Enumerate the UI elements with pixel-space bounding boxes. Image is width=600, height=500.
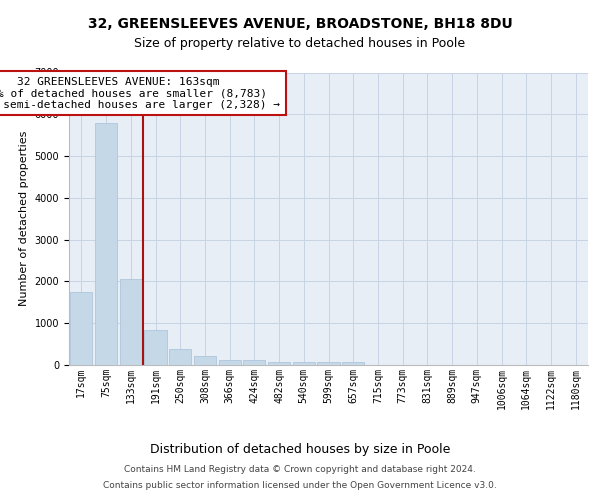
Bar bbox=[342, 362, 364, 365]
Bar bbox=[169, 349, 191, 365]
Bar bbox=[70, 292, 92, 365]
Bar bbox=[119, 279, 142, 365]
Bar bbox=[95, 124, 117, 365]
Bar bbox=[145, 330, 167, 365]
Text: Contains public sector information licensed under the Open Government Licence v3: Contains public sector information licen… bbox=[103, 480, 497, 490]
Text: Contains HM Land Registry data © Crown copyright and database right 2024.: Contains HM Land Registry data © Crown c… bbox=[124, 466, 476, 474]
Bar bbox=[293, 362, 315, 365]
Bar bbox=[218, 360, 241, 365]
Text: 32, GREENSLEEVES AVENUE, BROADSTONE, BH18 8DU: 32, GREENSLEEVES AVENUE, BROADSTONE, BH1… bbox=[88, 18, 512, 32]
Text: Size of property relative to detached houses in Poole: Size of property relative to detached ho… bbox=[134, 38, 466, 51]
Text: 32 GREENSLEEVES AVENUE: 163sqm
← 79% of detached houses are smaller (8,783)
21% : 32 GREENSLEEVES AVENUE: 163sqm ← 79% of … bbox=[0, 76, 280, 110]
Bar bbox=[243, 360, 265, 365]
Y-axis label: Number of detached properties: Number of detached properties bbox=[19, 131, 29, 306]
Bar bbox=[268, 362, 290, 365]
Text: Distribution of detached houses by size in Poole: Distribution of detached houses by size … bbox=[150, 442, 450, 456]
Bar bbox=[317, 362, 340, 365]
Bar bbox=[194, 356, 216, 365]
